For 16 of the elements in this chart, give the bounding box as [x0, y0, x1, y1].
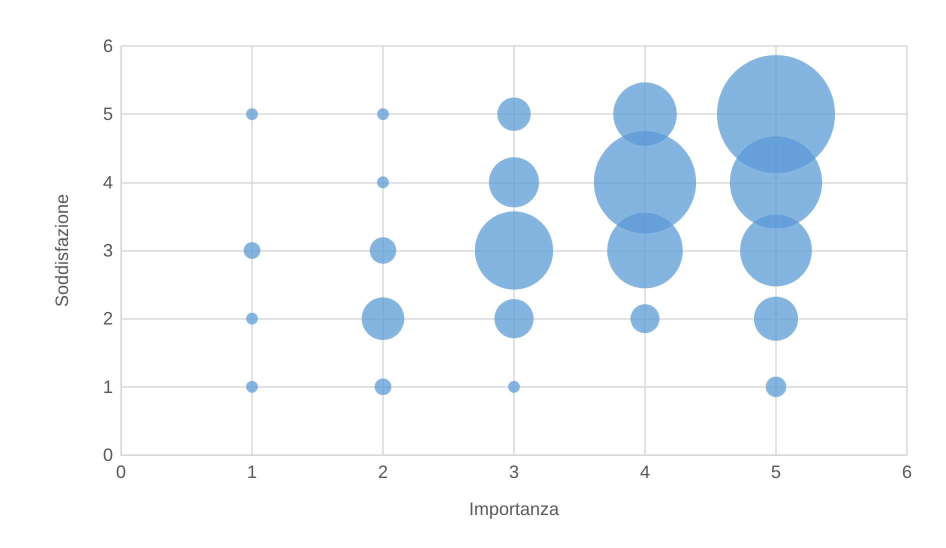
- y-tick-label: 4: [102, 172, 113, 192]
- y-tick-label: 2: [102, 308, 113, 329]
- x-tick-label: 3: [508, 462, 520, 482]
- y-tick-label: 3: [102, 240, 113, 260]
- x-tick-label: 6: [902, 462, 912, 482]
- x-tick-label: 1: [246, 462, 258, 482]
- x-tick-label: 2: [378, 462, 388, 482]
- x-tick-label: 4: [640, 462, 650, 482]
- y-tick-label: 6: [102, 36, 113, 56]
- y-axis-title: Soddisfazione: [52, 194, 72, 308]
- x-tick-label: 5: [770, 462, 782, 482]
- y-tick-label: 1: [102, 376, 113, 397]
- y-tick-label: 5: [102, 104, 113, 124]
- x-tick-label: 0: [116, 462, 126, 482]
- y-tick-label: 0: [102, 445, 113, 465]
- x-axis-title: Importanza: [468, 499, 560, 519]
